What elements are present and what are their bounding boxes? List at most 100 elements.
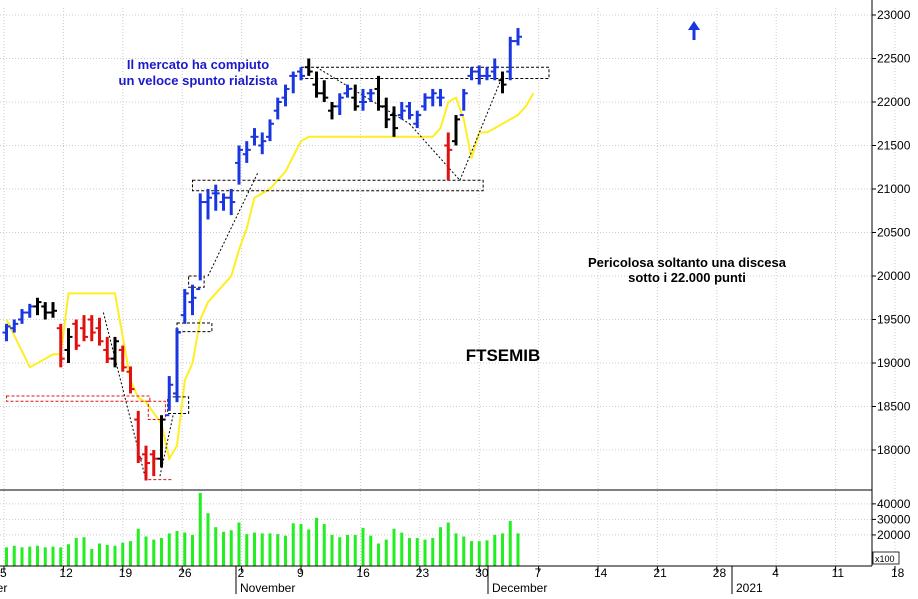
volume-bar xyxy=(167,533,171,566)
ohlc-bar xyxy=(436,88,445,107)
volume-bar xyxy=(431,538,435,566)
ohlc-bar xyxy=(10,319,19,333)
volume-layer xyxy=(5,493,520,566)
ohlc-bar xyxy=(459,88,468,117)
volume-bar xyxy=(59,547,63,566)
price-tick-label: 21500 xyxy=(877,139,911,153)
price-tick-label: 18000 xyxy=(877,443,911,457)
ohlc-bar xyxy=(118,345,127,372)
up-arrow-icon xyxy=(688,21,700,40)
ohlc-bar xyxy=(297,67,305,81)
price-tick-label: 22000 xyxy=(877,95,911,109)
ohlc-bar xyxy=(475,65,484,85)
annotation-risk-line-1: Pericolosa soltanto una discesa xyxy=(588,255,787,270)
volume-bar xyxy=(121,542,125,566)
ohlc-bar xyxy=(467,67,476,81)
ohlc-bar xyxy=(219,193,228,211)
volume-bar xyxy=(20,547,24,566)
month-label: ber xyxy=(0,581,7,594)
ohlc-bar xyxy=(227,189,236,216)
ohlc-bar xyxy=(87,315,96,342)
date-tick-label: 28 xyxy=(713,566,727,580)
volume-bar xyxy=(353,534,357,566)
ohlc-bar xyxy=(235,145,243,185)
ohlc-bar xyxy=(165,376,174,417)
ohlc-bar xyxy=(41,302,50,320)
volume-bar xyxy=(470,541,473,566)
volume-bar xyxy=(12,545,16,566)
dashed-range-box xyxy=(176,322,213,333)
volume-bar xyxy=(415,538,419,566)
ohlc-bar xyxy=(405,102,414,120)
volume-bar xyxy=(51,546,55,566)
volume-bar xyxy=(307,529,311,566)
volume-bar xyxy=(322,524,326,566)
date-tick-label: 16 xyxy=(356,566,370,580)
ohlc-bar xyxy=(80,315,88,342)
ohlc-bar xyxy=(428,88,437,107)
date-tick-label: 21 xyxy=(653,566,667,580)
ohlc-bar xyxy=(397,102,406,120)
volume-bar xyxy=(198,493,202,566)
date-tick-label: 7 xyxy=(535,566,542,580)
ohlc-bar xyxy=(126,366,135,394)
ohlc-bar xyxy=(390,106,398,137)
ohlc-bar xyxy=(242,141,251,163)
volume-bar xyxy=(43,547,47,566)
ohlc-bar xyxy=(196,193,205,291)
ohlc-bar xyxy=(351,84,360,111)
volume-bar xyxy=(493,534,497,566)
volume-bar xyxy=(229,530,233,566)
ohlc-bar xyxy=(18,309,26,324)
moving-average-line xyxy=(5,92,535,462)
annotation-rally-line-2: un veloce spunto rialzista xyxy=(119,73,279,88)
volume-bar xyxy=(268,533,272,566)
ohlc-bar xyxy=(25,303,34,318)
date-tick-label: 23 xyxy=(416,566,430,580)
volume-bar xyxy=(183,532,187,566)
date-tick-label: 9 xyxy=(297,566,304,580)
volume-bar xyxy=(392,528,396,566)
ohlc-bar xyxy=(211,184,220,211)
ohlc-bar xyxy=(490,58,499,81)
volume-bar xyxy=(82,537,86,566)
volume-bar xyxy=(237,522,241,566)
dashed-range-box xyxy=(188,275,205,288)
volume-bar xyxy=(400,532,404,566)
volume-bar xyxy=(5,547,8,566)
volume-bar xyxy=(136,528,140,566)
volume-bar xyxy=(315,517,318,566)
volume-scale-label: x100 xyxy=(875,554,895,564)
volume-bar xyxy=(160,538,163,566)
chart-title: FTSEMIB xyxy=(466,346,541,365)
volume-bar xyxy=(284,535,287,566)
price-tick-label: 21000 xyxy=(877,182,911,196)
ohlc-bar xyxy=(366,88,375,102)
volume-bar xyxy=(516,533,520,566)
date-tick-label: 2 xyxy=(238,566,245,580)
dotted-trend-line xyxy=(207,171,259,277)
ohlc-bar xyxy=(250,128,259,146)
ohlc-bar xyxy=(281,84,290,107)
ohlc-bar xyxy=(258,132,267,155)
ohlc-bar xyxy=(173,328,181,403)
grid-layer xyxy=(0,8,896,566)
date-tick-label: 14 xyxy=(594,566,608,580)
ohlc-bar xyxy=(180,289,189,324)
volume-bar xyxy=(105,545,109,566)
ohlc-bar xyxy=(33,297,42,316)
volume-bar xyxy=(369,535,373,566)
ohlc-bar xyxy=(413,110,422,129)
volume-tick-label: 40000 xyxy=(877,497,911,511)
volume-bar xyxy=(214,527,218,566)
volume-bar xyxy=(408,538,411,566)
date-tick-label: 18 xyxy=(891,566,905,580)
dashed-range-box xyxy=(192,179,484,192)
volume-bar xyxy=(36,545,39,566)
ohlc-bar xyxy=(72,319,81,350)
date-tick-label: 19 xyxy=(119,566,133,580)
volume-bar xyxy=(299,524,303,566)
volume-bar xyxy=(477,541,481,566)
